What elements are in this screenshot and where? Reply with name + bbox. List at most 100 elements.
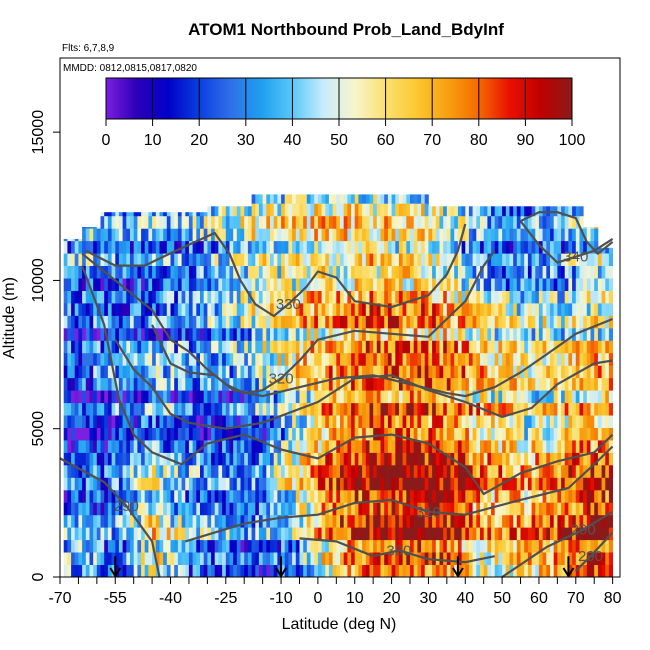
heatmap-cell (306, 228, 311, 242)
heatmap-cell (421, 303, 426, 316)
heatmap-cell (340, 240, 345, 254)
heatmap-cell (387, 539, 392, 553)
heatmap-cell (387, 303, 392, 316)
heatmap-cell (443, 402, 448, 416)
heatmap-cell (413, 203, 418, 217)
heatmap-cell (229, 315, 234, 329)
heatmap-cell (535, 539, 540, 553)
heatmap-cell (472, 514, 477, 528)
heatmap-cell (137, 415, 142, 428)
heatmap-cell (398, 402, 403, 416)
heatmap-cell (487, 489, 492, 503)
heatmap-cell (516, 427, 521, 441)
heatmap-cell (310, 502, 315, 516)
heatmap-cell (192, 365, 197, 379)
heatmap-cell (516, 265, 521, 279)
heatmap-cell (100, 415, 105, 428)
heatmap-cell (553, 440, 558, 453)
heatmap-cell (196, 464, 201, 478)
heatmap-cell (358, 303, 363, 316)
heatmap-cell (369, 253, 374, 266)
heatmap-cell (328, 427, 333, 441)
heatmap-cell (321, 564, 326, 578)
heatmap-cell (284, 527, 289, 541)
heatmap-cell (277, 253, 282, 266)
heatmap-cell (365, 564, 370, 578)
heatmap-cell (579, 253, 584, 266)
heatmap-cell (310, 315, 315, 329)
heatmap-cell (572, 464, 577, 478)
heatmap-cell (321, 477, 326, 491)
heatmap-cell (476, 303, 481, 316)
heatmap-cell (457, 253, 462, 266)
heatmap-cell (351, 539, 356, 553)
heatmap-cell (402, 452, 407, 466)
heatmap-cell (188, 539, 193, 553)
heatmap-cell (483, 215, 488, 229)
heatmap-cell (516, 402, 521, 416)
heatmap-cell (362, 278, 367, 291)
heatmap-cell (550, 514, 555, 528)
heatmap-cell (457, 477, 462, 491)
heatmap-cell (535, 402, 540, 416)
heatmap-cell (336, 303, 341, 316)
heatmap-cell (96, 228, 101, 242)
heatmap-cell (200, 240, 205, 254)
heatmap-cell (218, 290, 223, 304)
contour-line (575, 531, 614, 572)
heatmap-cell (303, 552, 308, 565)
heatmap-cell (192, 464, 197, 478)
heatmap-cell (251, 228, 256, 242)
heatmap-cell (590, 278, 595, 291)
heatmap-cell (542, 290, 547, 304)
heatmap-cell (255, 340, 260, 354)
heatmap-cell (240, 390, 245, 404)
heatmap-cell (336, 514, 341, 528)
heatmap-cell (233, 365, 238, 379)
heatmap-cell (380, 477, 385, 491)
heatmap-cell (483, 402, 488, 416)
colorbar-tick-label: 20 (190, 132, 208, 149)
heatmap-cell (343, 452, 348, 466)
heatmap-cell (531, 340, 536, 354)
heatmap-cell (461, 489, 466, 503)
heatmap-cell (85, 477, 90, 491)
heatmap-cell (144, 327, 149, 341)
heatmap-cell (583, 440, 588, 453)
heatmap-cell (572, 415, 577, 428)
heatmap-cell (524, 265, 529, 279)
heatmap-cell (395, 452, 400, 466)
heatmap-cell (314, 415, 319, 428)
heatmap-cell (85, 327, 90, 341)
heatmap-cell (229, 464, 234, 478)
heatmap-cell (295, 539, 300, 553)
heatmap-cell (336, 215, 341, 229)
heatmap-cell (310, 265, 315, 279)
heatmap-cell (550, 452, 555, 466)
heatmap-cell (67, 552, 72, 565)
heatmap-cell (417, 303, 422, 316)
heatmap-cell (505, 303, 510, 316)
heatmap-cell (446, 564, 451, 578)
heatmap-cell (89, 502, 94, 516)
heatmap-cell (111, 377, 116, 391)
heatmap-cell (410, 365, 415, 379)
heatmap-cell (115, 303, 120, 316)
heatmap-cell (218, 402, 223, 416)
heatmap-cell (74, 464, 79, 478)
heatmap-cell (365, 240, 370, 254)
heatmap-cell (218, 514, 223, 528)
heatmap-cell (472, 440, 477, 453)
heatmap-cell (376, 464, 381, 478)
heatmap-cell (354, 502, 359, 516)
heatmap-cell (579, 552, 584, 565)
heatmap-cell (141, 477, 146, 491)
heatmap-cell (454, 215, 459, 229)
heatmap-cell (247, 206, 252, 217)
heatmap-cell (295, 390, 300, 404)
heatmap-cell (421, 253, 426, 266)
heatmap-cell (295, 340, 300, 354)
heatmap-cell (413, 365, 418, 379)
heatmap-cell (314, 440, 319, 453)
heatmap-cell (550, 502, 555, 516)
